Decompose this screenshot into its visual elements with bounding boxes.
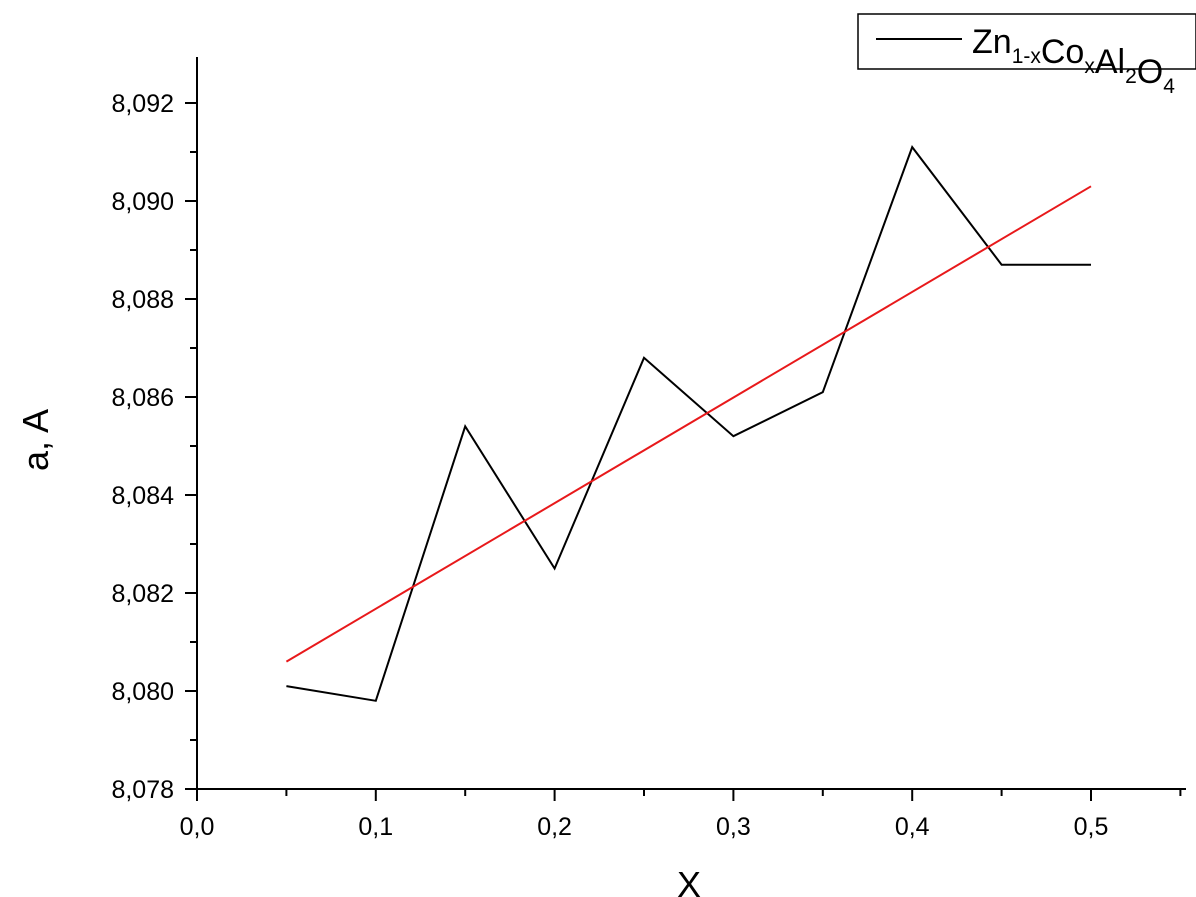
axes xyxy=(196,57,1186,790)
y-tick-label: 8,084 xyxy=(111,482,174,510)
legend-subscript: x xyxy=(1084,55,1095,78)
x-tick-label: 0,1 xyxy=(358,813,393,841)
ticks: 0,0 0,1 0,2 0,3 0,4 0,5 8,078 8,080 8,082 8,084 8,… xyxy=(111,90,1182,841)
legend-text-part: Zn xyxy=(972,23,1012,61)
legend-text-part: O xyxy=(1137,53,1163,91)
legend-text-part: Co xyxy=(1041,33,1084,71)
legend-subscript: 1-x xyxy=(1012,45,1042,68)
series-layer xyxy=(285,145,1092,702)
series-line-data xyxy=(286,145,1091,702)
legend-subscript: 2 xyxy=(1125,65,1137,88)
y-tick-label: 8,086 xyxy=(111,384,174,412)
x-tick-label: 0,0 xyxy=(180,813,215,841)
legend-text-part: Al xyxy=(1095,43,1125,81)
x-tick-label: 0,3 xyxy=(716,813,751,841)
y-tick-label: 8,078 xyxy=(111,776,174,804)
y-tick-label: 8,092 xyxy=(111,90,174,118)
legend-subscript: 4 xyxy=(1163,75,1175,98)
y-tick-label: 8,090 xyxy=(111,188,174,216)
legend-series-name: Zn1-xCoxAl2O4 xyxy=(972,23,1175,98)
y-tick-label: 8,088 xyxy=(111,286,174,314)
x-tick-label: 0,5 xyxy=(1074,813,1109,841)
y-tick-label: 8,082 xyxy=(111,580,174,608)
legend: Zn1-xCoxAl2O4 xyxy=(857,13,1196,98)
x-tick-label: 0,4 xyxy=(895,813,930,841)
x-tick-label: 0,2 xyxy=(537,813,572,841)
y-axis-label: a, A xyxy=(15,409,56,471)
x-axis-label: X xyxy=(677,864,701,897)
legend-box xyxy=(857,13,1196,70)
y-tick-label: 8,080 xyxy=(111,678,174,706)
series-line-fit xyxy=(285,185,1092,663)
